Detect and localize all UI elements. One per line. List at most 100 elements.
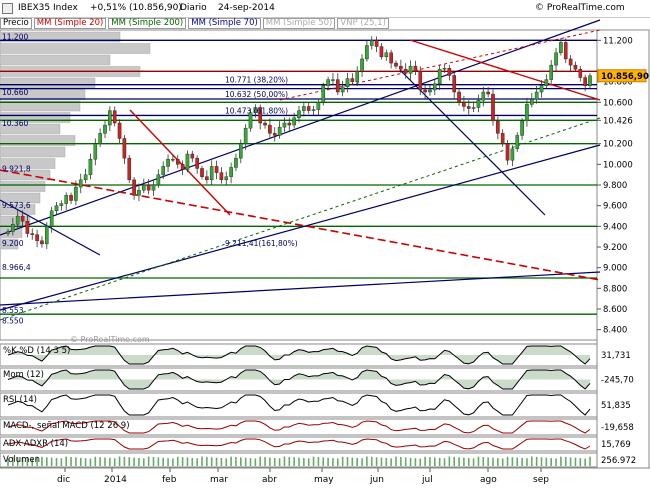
candle-body [345, 78, 350, 88]
indicator-value-box [598, 374, 647, 385]
volume-profile-bar [0, 238, 19, 250]
candle-body [408, 65, 413, 74]
candle-body [195, 157, 199, 169]
indicator-value: 31,731 [601, 351, 631, 361]
legend-ma70[interactable]: MM (Simple 70) [188, 18, 261, 29]
y-tick-label: 9.400 [603, 222, 627, 232]
y-axis: 8.400 8.600 8.800 9.000 9.200 9.400 9.600 9.800… [597, 36, 633, 336]
trend-line [0, 271, 601, 306]
indicator-value: 256.972 [601, 456, 636, 466]
indicator-value: 15,769 [601, 440, 631, 450]
candle-body [471, 107, 476, 109]
indicator-value-box [598, 439, 647, 449]
y-tick-label: 10.200 [603, 140, 633, 150]
candle-body [447, 68, 452, 76]
candle-body [394, 62, 398, 67]
candle-body [462, 102, 466, 107]
candle-body [15, 215, 20, 225]
candle-body [311, 109, 316, 111]
candle-body [166, 158, 170, 167]
indicator-value: 51,835 [601, 401, 631, 411]
left-level-label: 10.660 [2, 88, 28, 97]
candle-body [243, 127, 248, 144]
candle-body [272, 133, 277, 136]
candle-body [117, 122, 122, 139]
candle-body [253, 107, 258, 113]
y-axis-panel [596, 29, 650, 469]
candle-body [209, 166, 214, 181]
candle-body [127, 157, 132, 181]
indicator-frame [0, 367, 598, 392]
indicator-name: MACD-, señal MACD (12 26 9) [3, 421, 130, 431]
candle-body [108, 110, 112, 126]
indicator-line [7, 420, 591, 434]
legend-vnp[interactable]: VNP (25,1) [337, 18, 389, 29]
x-tick-label: ago [480, 475, 497, 485]
fib-level-label: 10.473 (61,80%) [225, 106, 288, 115]
indicator-name: ADX ADXR (14) [3, 439, 68, 449]
candle-body [49, 210, 54, 227]
indicator-name: Volumen [3, 455, 40, 465]
candle-body [54, 205, 59, 212]
indicator-panel: MACD-, señal MACD (12 26 9) -19,658 [0, 418, 647, 436]
indicator-line [7, 345, 591, 365]
candle-body [59, 203, 64, 206]
candle-body [306, 106, 311, 111]
legend-price[interactable]: Precio [0, 18, 32, 29]
legend-ma20[interactable]: MM (Simple 20) [33, 18, 107, 29]
candle-body [88, 158, 93, 175]
indicator-value-box [598, 400, 647, 410]
candle-body [554, 52, 558, 66]
candle-body [510, 148, 515, 161]
volume-profile-bar [0, 100, 81, 112]
volume-profile-bar [0, 181, 46, 192]
left-level-label: 11.200 [2, 32, 28, 41]
candles [6, 36, 592, 249]
candle-body [132, 179, 136, 196]
y-tick-label: 10.800 [603, 78, 633, 88]
candle-body [336, 79, 340, 93]
candle-body [151, 184, 156, 191]
legend-ma200[interactable]: MM (Simple 200) [108, 18, 187, 29]
candle-body [428, 89, 432, 93]
candle-body [486, 91, 490, 95]
x-tick-label: may [314, 475, 334, 485]
volume-profile-bar [0, 146, 66, 158]
annotation-label: 9.211,41(161,80%) [225, 239, 298, 248]
watermark: © ProRealTime.com [70, 335, 150, 344]
candle-body [316, 102, 321, 110]
candle-body [442, 68, 447, 70]
indicator-value-box [598, 455, 647, 465]
y-tick-label: 9.200 [603, 243, 627, 253]
candle-body [539, 85, 544, 93]
candle-body [544, 79, 549, 86]
window-icon[interactable] [2, 3, 13, 14]
candle-body [437, 69, 442, 84]
candle-body [559, 42, 563, 53]
candle-body [452, 75, 457, 93]
x-tick-label: jul [421, 475, 433, 485]
candle-body [224, 176, 229, 181]
candle-body [161, 166, 166, 175]
indicator-line [7, 394, 591, 416]
candle-body [433, 83, 437, 91]
y-tick-label: 11.200 [603, 36, 633, 46]
candle-body [25, 220, 30, 234]
volume-profile-bar [0, 54, 111, 66]
candle-body [214, 166, 219, 173]
indicator-name: %K %D (14 3 5) [3, 346, 70, 356]
volume-profile-bar [0, 135, 76, 146]
candle-body [277, 126, 282, 136]
candle-body [578, 69, 583, 78]
candle-body [185, 153, 190, 170]
y-tick-label: 9.800 [603, 181, 627, 191]
candle-body [248, 112, 253, 129]
x-axis: dic 2014 feb mar abr may jun jul ago sep [57, 468, 549, 485]
legend-ma50[interactable]: MM (Simple 50) [262, 18, 336, 29]
x-tick-label: mar [210, 475, 228, 485]
candle-body [340, 86, 345, 93]
trend-line [409, 39, 601, 101]
candle-body [263, 122, 267, 126]
x-tick-label: dic [57, 475, 70, 485]
